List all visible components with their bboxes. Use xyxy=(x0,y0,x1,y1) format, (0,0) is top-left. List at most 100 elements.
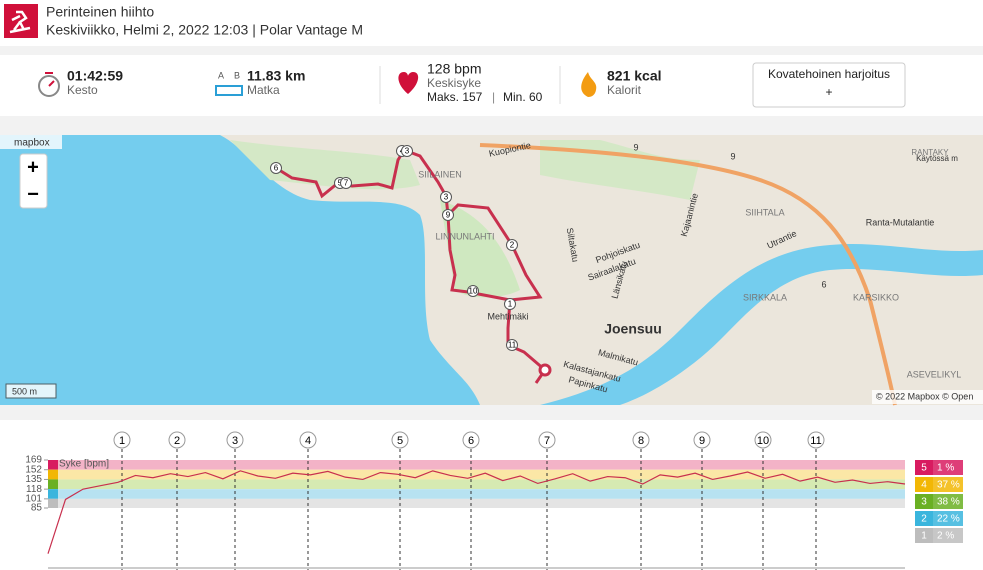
route-marker xyxy=(401,145,413,157)
route-marker xyxy=(270,162,282,174)
kcal-value: 821 kcal xyxy=(607,68,662,84)
zone-legend-name: 5 xyxy=(921,463,927,474)
route-marker xyxy=(467,285,479,297)
lap-label: 3 xyxy=(232,435,238,447)
map-label: SIILAINEN xyxy=(418,169,462,179)
zone-legend-name: 3 xyxy=(921,497,927,508)
hr-label: Keskisyke xyxy=(427,76,481,90)
zone-swatch xyxy=(48,489,58,499)
route-marker-label: 9 xyxy=(446,211,451,220)
zone-legend-value: 2 % xyxy=(937,531,954,542)
icon-letter: A xyxy=(218,70,224,80)
map: mapbox + − 500 m © 2022 Mapbox © Open Ku… xyxy=(0,135,983,406)
lap-marker xyxy=(113,431,131,449)
stopwatch-hand xyxy=(45,72,55,87)
park xyxy=(540,140,700,200)
distance-value: 11.83 km xyxy=(247,68,305,84)
route-marker xyxy=(506,339,518,351)
zone-band xyxy=(48,489,905,499)
route-marker-label: 6 xyxy=(274,164,279,173)
zone-legend-value: 38 % xyxy=(937,497,960,508)
lap-marker xyxy=(391,431,409,449)
route-marker-label: 11 xyxy=(508,341,517,350)
river xyxy=(540,243,983,405)
button-label: Kovatehoinen harjoitus xyxy=(768,67,890,81)
park xyxy=(440,200,520,298)
attribution-bg xyxy=(872,390,983,404)
zone-band xyxy=(48,498,905,508)
route-marker xyxy=(440,191,452,203)
route-marker xyxy=(504,298,516,310)
y-tick-label: 152 xyxy=(25,464,42,475)
lap-marker xyxy=(462,431,480,449)
y-tick-label: 169 xyxy=(25,455,42,466)
flame-icon xyxy=(581,72,597,97)
route-marker xyxy=(340,177,352,189)
training-button[interactable] xyxy=(752,62,906,108)
zone-legend-value-bg xyxy=(933,511,963,526)
route-marker-label: 10 xyxy=(469,287,478,296)
route-marker xyxy=(506,239,518,251)
lap-marker xyxy=(226,431,244,449)
zone-legend-value-bg xyxy=(933,477,963,492)
zone-legend-value: 37 % xyxy=(937,480,960,491)
map-label: Käytössä m xyxy=(916,154,958,163)
zone-legend-value-bg xyxy=(933,460,963,475)
zone-legend-value-bg xyxy=(933,494,963,509)
y-tick-label: 85 xyxy=(31,503,43,514)
zone-legend-name: 2 xyxy=(921,514,927,525)
title: Perinteinen hiihto xyxy=(46,4,154,20)
icon-letter: B xyxy=(234,70,240,80)
header-bg xyxy=(0,0,983,46)
route-marker-label: 1 xyxy=(508,300,513,309)
map-label: 9 xyxy=(633,142,638,152)
map-label: 6 xyxy=(821,279,826,289)
route-marker-label: 7 xyxy=(344,179,349,188)
lap-label: 6 xyxy=(468,435,474,447)
lap-marker xyxy=(693,431,711,449)
lap-marker xyxy=(807,431,825,449)
map-label: Ranta-Mutalantie xyxy=(866,217,935,227)
lap-marker xyxy=(168,431,186,449)
lap-marker xyxy=(632,431,650,449)
zone-legend-name-bg xyxy=(915,511,933,526)
lap-marker xyxy=(299,431,317,449)
kcal-label: Kalorit xyxy=(607,83,642,97)
road xyxy=(479,143,897,406)
legend: Syke [bpm] xyxy=(59,459,109,470)
zone-legend-value: 22 % xyxy=(937,514,960,525)
map-label: Mehtimäki xyxy=(487,311,528,321)
y-tick-label: 118 xyxy=(26,484,42,495)
lap-label: 9 xyxy=(699,435,705,447)
route-marker-label: 2 xyxy=(510,241,515,250)
lap-label: 4 xyxy=(305,435,311,447)
zone-swatch xyxy=(48,498,58,508)
stopwatch-icon xyxy=(38,75,60,97)
zone-band xyxy=(48,460,905,470)
lap-label: 5 xyxy=(397,435,403,447)
route-marker xyxy=(442,209,454,221)
lap-label: 10 xyxy=(757,435,769,447)
map-label: KARSIKKO xyxy=(853,292,899,302)
lap-label: 2 xyxy=(174,435,180,447)
zone-swatch xyxy=(48,460,58,470)
map-label: RANTAKY xyxy=(911,148,949,157)
zone-legend-name-bg xyxy=(915,477,933,492)
lap-marker xyxy=(754,431,772,449)
zone-legend-value: 1 % xyxy=(937,463,954,474)
route-end xyxy=(538,363,552,377)
zone-legend-name-bg xyxy=(915,494,933,509)
zoom-out: − xyxy=(27,183,39,205)
zone-legend-name-bg xyxy=(915,460,933,475)
zone-band xyxy=(48,469,905,480)
attribution: © 2022 Mapbox © Open xyxy=(876,391,973,401)
duration-label: Kesto xyxy=(67,83,98,97)
map-label: ASEVELIKYL xyxy=(907,369,962,379)
park xyxy=(230,140,420,190)
hr-max: Maks. 157 xyxy=(427,90,483,104)
zone-band xyxy=(48,479,905,490)
route-marker-label: 3 xyxy=(405,147,410,156)
y-tick-label: 101 xyxy=(25,493,42,504)
hr-sep: | xyxy=(492,90,495,104)
